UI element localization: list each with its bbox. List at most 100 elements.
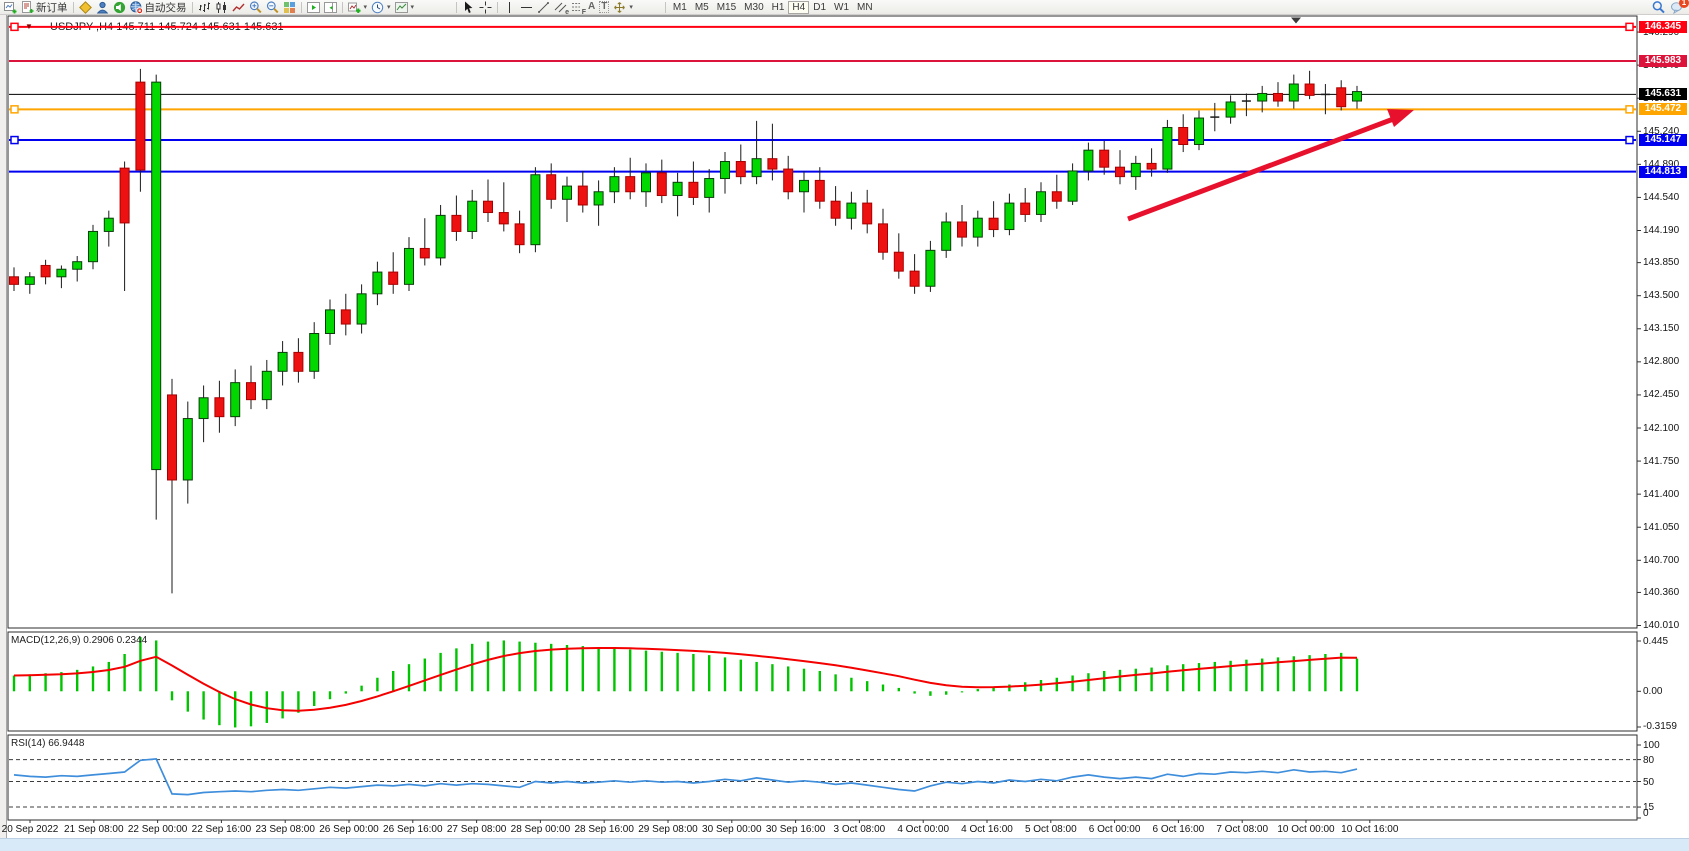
zoom-out-button[interactable] — [264, 0, 281, 14]
price-axis-tick: 141.750 — [1643, 455, 1680, 467]
autotrading-button[interactable]: 自动交易 — [128, 0, 189, 14]
main-pane-border — [7, 15, 1638, 629]
one-click-trading-arrow-icon[interactable]: ▼ — [25, 22, 33, 31]
dropdown-caret-icon: ▾ — [363, 4, 368, 11]
fibonacci-icon: F — [571, 1, 587, 16]
market-watch-icon — [78, 0, 92, 14]
timeframe-d1[interactable]: D1 — [813, 1, 827, 13]
timeframe-h4[interactable]: H4 — [788, 0, 810, 14]
hline-handle-145.472[interactable] — [10, 105, 19, 114]
chart-shift-marker-icon[interactable] — [1291, 17, 1301, 24]
timeframe-w1[interactable]: W1 — [834, 1, 850, 13]
time-axis-label: 10 Oct 16:00 — [1341, 824, 1399, 835]
tile-windows-button[interactable] — [281, 1, 298, 14]
vertical-line-tool[interactable] — [501, 1, 518, 14]
price-axis-tick: 144.190 — [1643, 224, 1680, 236]
dropdown-caret-icon: ▾ — [410, 4, 415, 11]
price-axis-tick: 144.890 — [1643, 158, 1680, 170]
price-axis-tick: 140.700 — [1643, 554, 1680, 566]
time-axis-label: 3 Oct 08:00 — [833, 824, 886, 835]
status-bar — [0, 838, 1689, 851]
hline-handle-146.345[interactable] — [1625, 22, 1634, 32]
macd-pane-border[interactable] — [7, 631, 1638, 732]
new-chart-icon — [4, 1, 17, 14]
trend-arrow-head[interactable] — [1387, 109, 1414, 127]
toolbar-separator — [300, 1, 302, 13]
rsi-axis-tick: 15 — [1643, 802, 1655, 814]
search-icon[interactable] — [1652, 1, 1665, 14]
hline-handle-146.345[interactable] — [10, 22, 19, 32]
fibonacci-tool[interactable]: F — [569, 1, 587, 16]
rsi-indicator-label: RSI(14) 66.9448 — [11, 738, 85, 749]
rsi-pane-border[interactable] — [7, 734, 1638, 821]
trend-arrow-line[interactable] — [1127, 115, 1397, 222]
time-axis-label: 28 Sep 00:00 — [510, 824, 571, 835]
rsi-axis-tick: 0 — [1643, 808, 1649, 819]
hline-handle-145.147[interactable] — [10, 135, 19, 145]
price-axis-tick: 141.050 — [1643, 521, 1680, 533]
price-axis-tick: 141.400 — [1643, 488, 1680, 500]
text-label-tool[interactable]: T — [597, 1, 611, 14]
chat-icon[interactable]: 1 — [1671, 0, 1689, 14]
time-axis-label: 22 Sep 16:00 — [191, 824, 252, 835]
time-axis-label: 5 Oct 08:00 — [1024, 824, 1077, 835]
timeframe-m15[interactable]: M15 — [716, 1, 737, 13]
indicators-button[interactable]: ▾ — [346, 1, 370, 14]
chart-shift-button[interactable] — [322, 1, 339, 14]
crosshair-button[interactable] — [477, 1, 494, 14]
arrows-icon — [613, 1, 626, 14]
cursor-icon — [462, 1, 475, 14]
price-tag-145.147: 145.147 — [1639, 134, 1687, 147]
zoom-in-button[interactable] — [247, 0, 264, 14]
hline-handle-145.147[interactable] — [1625, 135, 1634, 145]
terminal-speaker-icon — [113, 1, 126, 14]
price-axis-tick: 140.010 — [1643, 620, 1680, 631]
equidistant-channel-tool[interactable]: e — [552, 1, 569, 16]
text-tool[interactable]: A — [586, 1, 597, 14]
bar-chart-mode-button[interactable] — [196, 1, 213, 14]
price-tag-145.983: 145.983 — [1639, 55, 1687, 68]
trendline-tool[interactable] — [535, 1, 552, 14]
time-axis-label: 30 Sep 16:00 — [765, 824, 826, 835]
dropdown-caret-icon: ▾ — [629, 4, 633, 11]
timeframe-m5[interactable]: M5 — [694, 1, 709, 13]
arrows-tool[interactable]: ▾ — [611, 1, 635, 14]
timeframe-m1[interactable]: M1 — [672, 1, 687, 13]
hline-handle-145.472[interactable] — [1625, 105, 1634, 114]
toolbar-separator — [664, 1, 666, 13]
candlestick-icon — [215, 1, 228, 14]
rsi-axis-tick: 80 — [1643, 754, 1655, 766]
macd-axis-tick: 0.445 — [1643, 635, 1669, 647]
price-tag-145.472: 145.472 — [1639, 103, 1687, 116]
periods-button[interactable]: ▾ — [369, 1, 393, 14]
trendline-icon — [537, 1, 550, 14]
market-watch-button[interactable] — [77, 0, 94, 14]
timeframe-mn[interactable]: MN — [857, 1, 873, 13]
toolbar-separator — [341, 1, 343, 13]
auto-scroll-icon — [306, 1, 320, 14]
rsi-axis-tick: 50 — [1643, 776, 1655, 788]
candlestick-mode-button[interactable] — [213, 1, 230, 14]
new-chart-button[interactable] — [2, 1, 19, 14]
chat-badge: 1 — [1679, 0, 1689, 8]
cursor-button[interactable] — [460, 1, 477, 14]
fibonacci-glyph: F — [581, 8, 587, 16]
price-axis-tick: 143.500 — [1643, 290, 1680, 302]
navigator-button[interactable] — [94, 1, 111, 14]
line-chart-mode-button[interactable] — [230, 1, 247, 14]
text-label-icon: T — [599, 1, 610, 13]
auto-scroll-button[interactable] — [305, 1, 322, 14]
timeframe-h1[interactable]: H1 — [771, 1, 785, 13]
horizontal-line-icon — [520, 1, 533, 14]
rsi-axis-tick: 100 — [1643, 740, 1660, 751]
timeframe-row: M1 M5 M15 M30 H1 H4 D1 W1 MN — [669, 0, 877, 14]
zoom-out-icon — [266, 0, 279, 14]
vertical-line-icon — [503, 1, 516, 14]
horizontal-line-tool[interactable] — [518, 1, 535, 14]
price-axis-tick: 143.150 — [1643, 323, 1680, 335]
new-order-button[interactable]: 新订单 — [19, 0, 70, 14]
terminal-button[interactable] — [111, 1, 128, 14]
templates-button[interactable]: ▾ — [393, 1, 417, 14]
timeframe-m30[interactable]: M30 — [744, 1, 764, 13]
